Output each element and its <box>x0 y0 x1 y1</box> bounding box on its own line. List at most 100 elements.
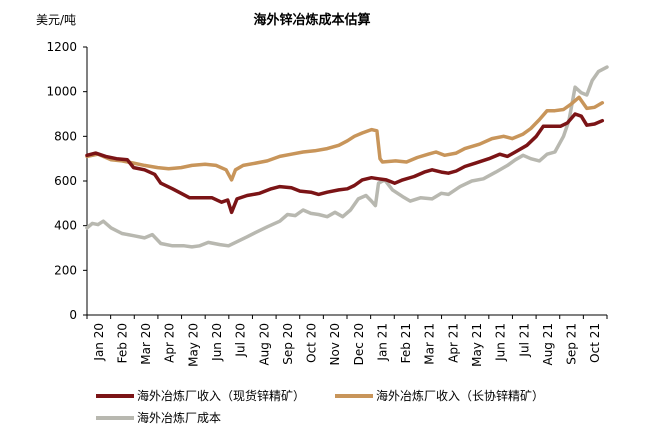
chart-title: 海外锌冶炼成本估算 <box>253 12 370 28</box>
x-tick-label: Jun 20 <box>210 323 224 362</box>
data-point-0 <box>514 151 517 153</box>
data-point-0 <box>566 122 569 124</box>
data-point-0 <box>401 179 404 181</box>
data-point-2 <box>171 245 174 247</box>
data-point-0 <box>270 188 273 190</box>
data-point-1 <box>313 150 316 152</box>
data-point-2 <box>97 223 99 226</box>
data-point-0 <box>171 188 174 190</box>
data-point-0 <box>94 152 97 154</box>
data-point-0 <box>180 192 182 195</box>
data-point-0 <box>115 157 118 160</box>
data-point-2 <box>227 245 230 247</box>
data-point-2 <box>471 180 473 182</box>
x-tick-label: Oct 20 <box>305 323 319 363</box>
data-point-0 <box>464 165 466 168</box>
data-point-0 <box>160 182 162 184</box>
data-point-1 <box>156 166 159 169</box>
data-point-2 <box>286 213 289 216</box>
data-point-2 <box>266 226 269 228</box>
data-point-1 <box>443 154 446 157</box>
data-point-0 <box>211 197 213 199</box>
series-line-0 <box>85 112 605 215</box>
data-point-2 <box>409 200 412 202</box>
data-point-2 <box>482 178 485 180</box>
y-tick-label: 0 <box>69 308 77 322</box>
data-point-1 <box>586 107 588 110</box>
data-point-2 <box>506 164 509 167</box>
x-tick-label: Aug 21 <box>541 323 555 366</box>
legend-label-0: 海外冶炼厂收入（现货锌精矿） <box>137 388 305 403</box>
data-point-2 <box>459 185 461 188</box>
data-point-2 <box>219 243 221 246</box>
data-point-0 <box>526 144 528 147</box>
data-point-0 <box>353 184 356 187</box>
data-point-2 <box>374 204 377 207</box>
data-point-2 <box>279 220 281 222</box>
data-point-1 <box>180 166 182 169</box>
data-point-1 <box>593 106 596 109</box>
data-point-0 <box>230 211 233 214</box>
data-point-0 <box>601 119 604 122</box>
data-point-1 <box>511 137 513 140</box>
data-point-1 <box>215 164 217 167</box>
data-point-2 <box>143 237 146 239</box>
data-point-1 <box>578 96 580 99</box>
data-point-0 <box>338 189 340 191</box>
data-point-2 <box>246 236 248 238</box>
data-point-1 <box>435 151 437 153</box>
data-point-2 <box>310 212 312 215</box>
data-point-1 <box>370 128 373 131</box>
data-point-0 <box>586 124 588 126</box>
x-tick-label: Jul 20 <box>234 323 248 358</box>
plot-area <box>85 65 609 249</box>
data-point-2 <box>341 215 344 218</box>
series-line-2 <box>85 65 609 249</box>
data-point-1 <box>326 147 329 150</box>
data-point-2 <box>326 215 329 218</box>
data-point-0 <box>377 178 380 180</box>
data-point-0 <box>394 182 396 184</box>
data-point-0 <box>220 201 223 203</box>
data-point-0 <box>86 154 88 157</box>
data-point-2 <box>254 231 257 234</box>
data-point-1 <box>455 152 458 154</box>
data-point-2 <box>538 160 541 162</box>
x-tick-label: May 20 <box>186 323 200 367</box>
data-point-0 <box>550 125 552 128</box>
data-point-0 <box>361 179 364 181</box>
y-tick-label: 1200 <box>46 40 77 54</box>
data-point-0 <box>455 170 458 172</box>
data-point-2 <box>440 192 443 195</box>
data-point-1 <box>538 118 541 121</box>
x-tick-label: Nov 20 <box>328 323 342 366</box>
data-point-2 <box>121 232 123 235</box>
data-point-2 <box>401 195 404 198</box>
data-point-0 <box>574 113 576 115</box>
data-point-2 <box>91 222 94 225</box>
data-point-1 <box>254 162 257 164</box>
x-tick-label: May 21 <box>470 323 484 367</box>
data-point-2 <box>586 94 588 96</box>
data-point-1 <box>427 153 430 155</box>
data-point-1 <box>290 153 293 155</box>
data-point-1 <box>502 135 505 138</box>
data-point-2 <box>198 245 201 247</box>
data-point-0 <box>535 135 538 138</box>
data-point-0 <box>346 188 349 190</box>
y-axis-unit-label: 美元/吨 <box>36 13 76 27</box>
data-point-0 <box>153 173 156 176</box>
series-line-1 <box>85 95 605 182</box>
data-point-1 <box>562 108 565 111</box>
data-point-0 <box>542 125 545 128</box>
x-tick-label: Apr 20 <box>163 323 177 363</box>
data-point-2 <box>151 233 154 236</box>
data-point-1 <box>302 151 304 153</box>
data-point-0 <box>126 159 129 161</box>
data-point-2 <box>349 209 352 211</box>
data-point-2 <box>160 242 162 245</box>
x-tick-label: Jan 20 <box>92 323 106 362</box>
x-tick-label: Jun 21 <box>494 323 508 362</box>
y-axis: 0 200 400 600 800 1000 1200 <box>46 40 88 322</box>
data-point-0 <box>143 169 146 171</box>
